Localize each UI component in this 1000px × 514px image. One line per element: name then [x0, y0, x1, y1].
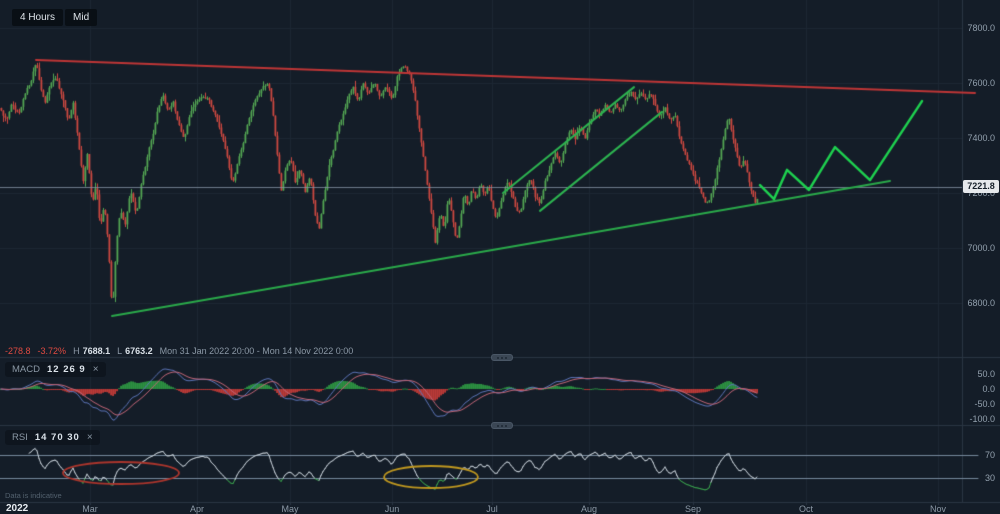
price-tick-label: 7200.0: [967, 188, 995, 198]
month-label: May: [281, 504, 299, 514]
month-label: Apr: [189, 504, 205, 514]
rsi-tick-label: 70: [984, 450, 995, 460]
month-label: Mar: [82, 504, 98, 514]
high-label: H: [73, 346, 80, 356]
rsi-panel-resize-handle[interactable]: [491, 422, 513, 429]
price-tick-label: 7800.0: [967, 23, 995, 33]
macd-tick-label: -50.0: [974, 399, 995, 409]
data-indicative-watermark: Data is indicative: [5, 491, 62, 500]
ohlc-info-bar: -278.8 -3.72% H 7688.1 L 6763.2 Mon 31 Jan…: [5, 346, 353, 356]
timeframe-button[interactable]: 4 Hours: [12, 9, 64, 26]
price-axis[interactable]: 7800.0 7600.0 7400.0 7200.0 7000.0 6800.0 50.0…: [962, 0, 1000, 502]
change-value: -278.8: [5, 346, 31, 356]
month-label: Jun: [384, 504, 400, 514]
chart-toolbar: 4 Hours Mid: [12, 9, 98, 26]
month-label: Oct: [798, 504, 814, 514]
rsi-params: 14 70 30: [34, 432, 80, 443]
price-tick-label: 6800.0: [967, 298, 995, 308]
time-axis[interactable]: 2022 Mar Apr May Jun Jul Aug Sep Oct Nov: [0, 502, 1000, 514]
high-readout: H 7688.1: [73, 346, 110, 356]
macd-tick-label: -100.0: [969, 414, 995, 424]
low-value: 6763.2: [125, 346, 153, 356]
price-tick-label: 7400.0: [967, 133, 995, 143]
current-price-label: 7221.8: [963, 180, 999, 193]
rsi-header: RSI 14 70 30 ×: [5, 430, 100, 445]
rsi-tick-label: 30: [984, 473, 995, 483]
macd-header: MACD 12 26 9 ×: [5, 362, 106, 377]
rsi-label: RSI: [12, 432, 28, 443]
macd-tick-label: 0.0: [982, 384, 995, 394]
macd-label: MACD: [12, 364, 40, 375]
low-readout: L 6763.2: [117, 346, 153, 356]
price-type-button[interactable]: Mid: [65, 9, 98, 26]
low-label: L: [117, 346, 123, 356]
year-label: 2022: [6, 503, 29, 514]
macd-tick-label: 50.0: [977, 369, 995, 379]
macd-params: 12 26 9: [46, 364, 86, 375]
month-label: Sep: [684, 504, 702, 514]
date-range-label: Mon 31 Jan 2022 20:00 - Mon 14 Nov 2022 …: [159, 346, 354, 356]
month-label: Nov: [929, 504, 947, 514]
month-label: Aug: [580, 504, 598, 514]
macd-panel-resize-handle[interactable]: [491, 354, 513, 361]
price-tick-label: 7600.0: [967, 78, 995, 88]
rsi-close-icon[interactable]: ×: [86, 432, 93, 443]
high-value: 7688.1: [82, 346, 111, 356]
change-percent: -3.72%: [37, 346, 67, 356]
macd-close-icon[interactable]: ×: [92, 364, 99, 375]
price-tick-label: 7000.0: [967, 243, 995, 253]
month-label: Jul: [486, 504, 498, 514]
